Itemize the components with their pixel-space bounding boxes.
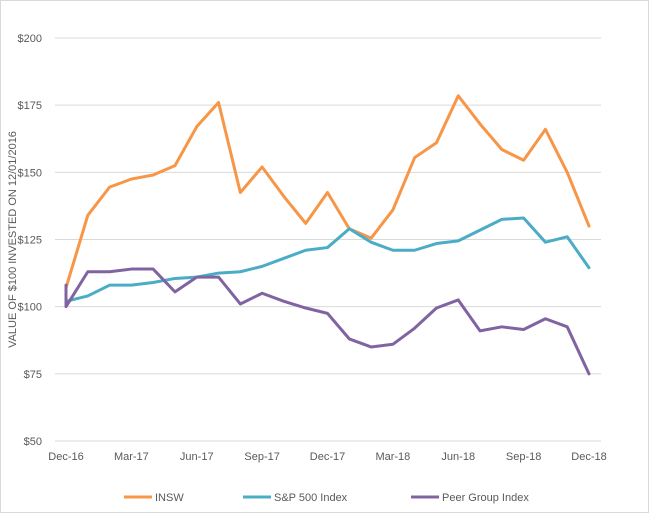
- legend: INSW S&P 500 Index Peer Group Index: [124, 492, 529, 504]
- series-line-1: [64, 216, 591, 303]
- x-tick-label: Sep-17: [244, 451, 279, 463]
- x-tick-label: Mar-18: [375, 451, 410, 463]
- x-tick-label: Jun-17: [180, 451, 214, 463]
- y-tick-label: $75: [24, 369, 42, 381]
- y-tick-label: $125: [18, 235, 42, 247]
- series-line-2: [64, 267, 591, 376]
- x-tick-label: Dec-17: [310, 451, 345, 463]
- legend-label: Peer Group Index: [442, 492, 529, 504]
- y-tick-label: $175: [18, 100, 42, 112]
- x-axis-ticks: Dec-16 Mar-17 Jun-17 Sep-17 Dec-17 Mar-18 Jun-…: [48, 451, 606, 463]
- y-axis-ticks: $50 $75 $100 $125 $150 $175 $200: [18, 33, 42, 448]
- x-tick-label: Dec-18: [571, 451, 606, 463]
- y-tick-label: $100: [18, 302, 42, 314]
- gridlines: [55, 37, 601, 442]
- x-tick-label: Mar-17: [114, 451, 149, 463]
- series-line-0: [64, 94, 591, 290]
- legend-label: S&P 500 Index: [274, 492, 348, 504]
- y-axis-title: VALUE OF $100 INVESTED ON 12/01/2016: [7, 131, 19, 348]
- legend-label: INSW: [155, 492, 184, 504]
- y-tick-label: $200: [18, 33, 42, 45]
- y-tick-label: $150: [18, 167, 42, 179]
- series-lines: [64, 94, 591, 376]
- y-tick-label: $50: [24, 436, 42, 448]
- x-tick-label: Dec-16: [48, 451, 83, 463]
- x-tick-label: Jun-18: [441, 451, 475, 463]
- x-tick-label: Sep-18: [506, 451, 541, 463]
